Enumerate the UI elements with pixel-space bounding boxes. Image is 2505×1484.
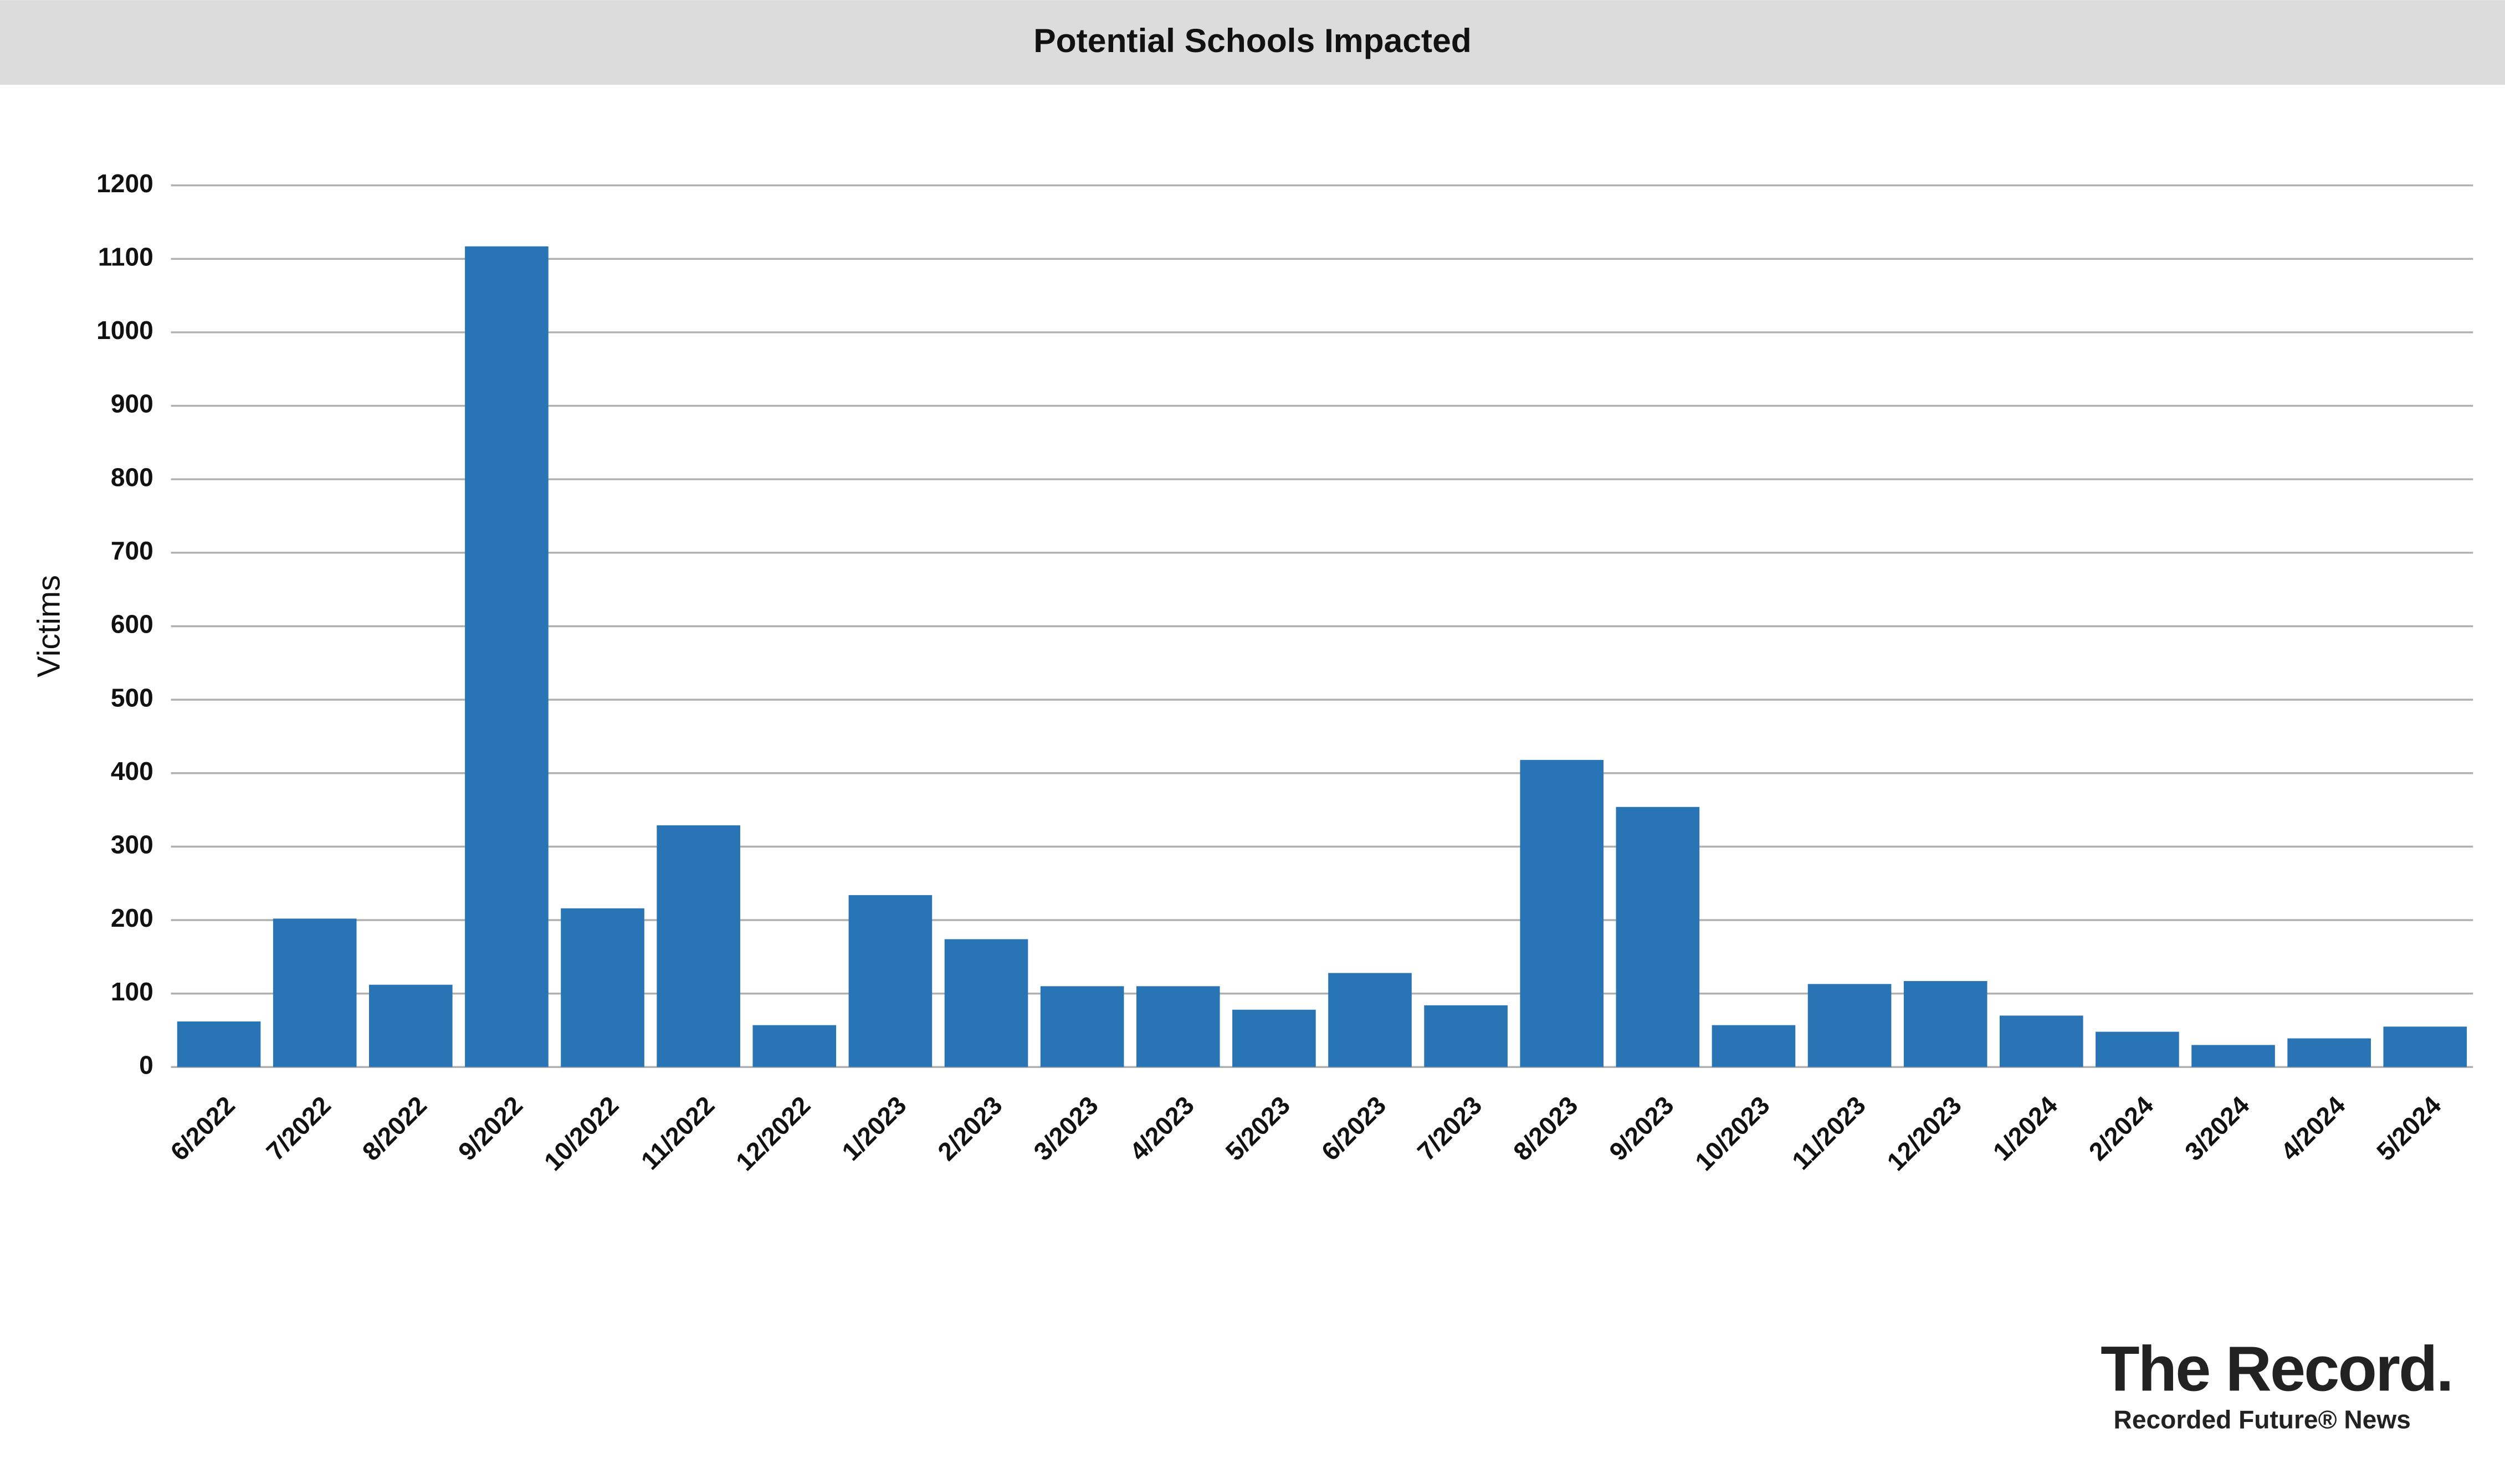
bar — [561, 908, 644, 1067]
bar — [1999, 1015, 2083, 1067]
x-tick-label: 2/2024 — [2083, 1090, 2159, 1166]
bar — [848, 895, 933, 1067]
bar — [1040, 986, 1124, 1067]
x-tick-label: 3/2023 — [1028, 1091, 1104, 1167]
bar — [2191, 1045, 2275, 1067]
x-tick-label: 2/2023 — [932, 1091, 1008, 1167]
y-tick-label: 0 — [139, 1050, 153, 1079]
y-axis-label: Victims — [31, 575, 66, 677]
x-tick-label: 9/2022 — [453, 1091, 529, 1167]
y-tick-label: 1200 — [96, 169, 153, 198]
x-tick-label: 6/2023 — [1316, 1091, 1392, 1167]
x-tick-label: 10/2022 — [539, 1091, 624, 1177]
x-tick-label: 7/2023 — [1412, 1091, 1488, 1167]
y-tick-label: 900 — [111, 389, 153, 418]
bar — [1232, 1009, 1316, 1067]
bar — [368, 984, 453, 1067]
y-tick-label: 300 — [111, 830, 153, 859]
x-tick-label: 8/2022 — [357, 1091, 433, 1167]
bar — [1712, 1025, 1796, 1067]
bar — [2383, 1026, 2467, 1067]
x-tick-label: 3/2024 — [2179, 1090, 2255, 1166]
y-tick-label: 600 — [111, 610, 153, 639]
bar — [1616, 807, 1700, 1067]
x-tick-label: 4/2023 — [1124, 1091, 1200, 1167]
x-tick-label: 5/2023 — [1220, 1091, 1296, 1167]
y-tick-label: 400 — [111, 757, 153, 785]
y-tick-label: 100 — [111, 977, 153, 1006]
x-tick-label: 1/2024 — [1987, 1090, 2063, 1166]
bar — [465, 246, 549, 1067]
x-tick-label: 12/2022 — [730, 1091, 816, 1177]
bar — [657, 825, 740, 1067]
y-tick-label: 200 — [111, 903, 153, 932]
y-tick-label: 1000 — [96, 316, 153, 345]
bar — [177, 1021, 261, 1067]
x-tick-label: 12/2023 — [1881, 1091, 1967, 1177]
bar — [944, 939, 1028, 1067]
x-tick-label: 4/2024 — [2275, 1090, 2351, 1166]
y-tick-label: 800 — [111, 463, 153, 491]
x-tick-label: 9/2023 — [1604, 1091, 1679, 1167]
bar — [1903, 981, 1987, 1067]
x-tick-label: 8/2023 — [1508, 1091, 1584, 1167]
x-tick-label: 6/2022 — [165, 1091, 240, 1167]
bar — [2096, 1031, 2179, 1067]
x-tick-label: 1/2023 — [836, 1091, 912, 1167]
bar — [1807, 984, 1892, 1067]
y-tick-label: 500 — [111, 683, 153, 712]
chart-title: Potential Schools Impacted — [1033, 22, 1471, 59]
bar — [273, 918, 357, 1067]
brand-name: The Record. — [2101, 1333, 2452, 1404]
bar — [1520, 759, 1604, 1067]
bar — [2287, 1038, 2371, 1067]
bar — [1328, 973, 1412, 1067]
bar — [752, 1025, 837, 1067]
y-tick-label: 700 — [111, 536, 153, 565]
y-tick-label: 1100 — [98, 242, 153, 271]
x-tick-label: 5/2024 — [2371, 1090, 2447, 1166]
bar — [1136, 986, 1220, 1067]
title-bar — [0, 0, 2505, 85]
x-tick-label: 11/2023 — [1786, 1091, 1871, 1175]
brand-subtitle: Recorded Future® News — [2114, 1405, 2411, 1434]
x-tick-label: 7/2022 — [260, 1091, 336, 1167]
x-tick-label: 10/2023 — [1689, 1091, 1775, 1177]
bar — [1424, 1005, 1508, 1067]
x-tick-label: 11/2022 — [636, 1091, 720, 1175]
